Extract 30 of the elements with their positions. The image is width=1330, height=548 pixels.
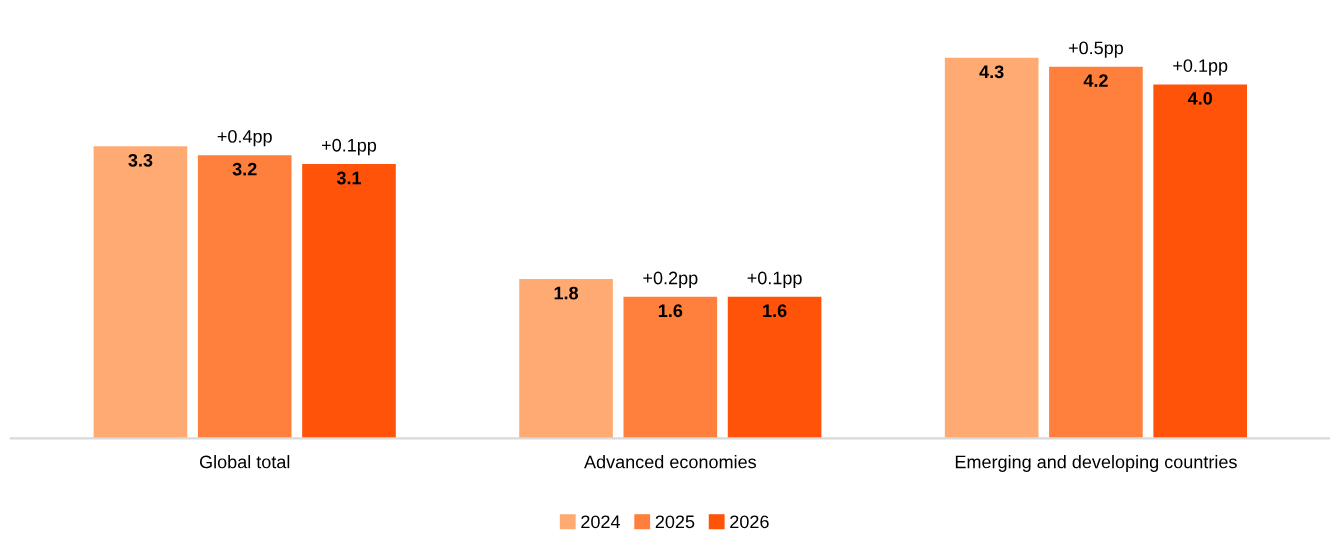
annotation: +0.2pp bbox=[643, 271, 698, 288]
data-label: 3.1 bbox=[336, 171, 362, 185]
bar bbox=[623, 296, 718, 439]
x-tick-label: Emerging and developing countries bbox=[955, 455, 1237, 472]
bar bbox=[727, 296, 822, 439]
legend-label: 2025 bbox=[655, 515, 695, 529]
bar bbox=[302, 164, 396, 439]
data-label: 3.2 bbox=[232, 162, 257, 176]
bar bbox=[1153, 84, 1248, 439]
bar bbox=[1049, 66, 1143, 439]
annotation: +0.1pp bbox=[747, 271, 802, 288]
bar bbox=[197, 155, 292, 439]
data-label: 4.2 bbox=[1083, 74, 1108, 87]
x-tick-label: Advanced economies bbox=[584, 455, 756, 469]
legend-label: 2024 bbox=[581, 515, 621, 529]
x-tick-label: Global total bbox=[199, 455, 290, 469]
annotation: +0.4pp bbox=[217, 129, 272, 147]
data-label: 4.3 bbox=[979, 65, 1004, 79]
data-label: 3.3 bbox=[128, 153, 153, 167]
bar bbox=[944, 57, 1039, 439]
legend-label: 2026 bbox=[730, 515, 769, 529]
data-label: 1.8 bbox=[554, 286, 579, 300]
data-label: 4.0 bbox=[1187, 91, 1212, 105]
annotation: +0.1pp bbox=[1173, 59, 1228, 76]
annotation: +0.1pp bbox=[322, 138, 377, 156]
bar bbox=[519, 279, 613, 439]
bar bbox=[93, 146, 188, 439]
text: +0.5pp bbox=[1068, 41, 1124, 58]
data-label: 1.6 bbox=[763, 304, 787, 318]
data-label: 1.6 bbox=[658, 304, 683, 318]
